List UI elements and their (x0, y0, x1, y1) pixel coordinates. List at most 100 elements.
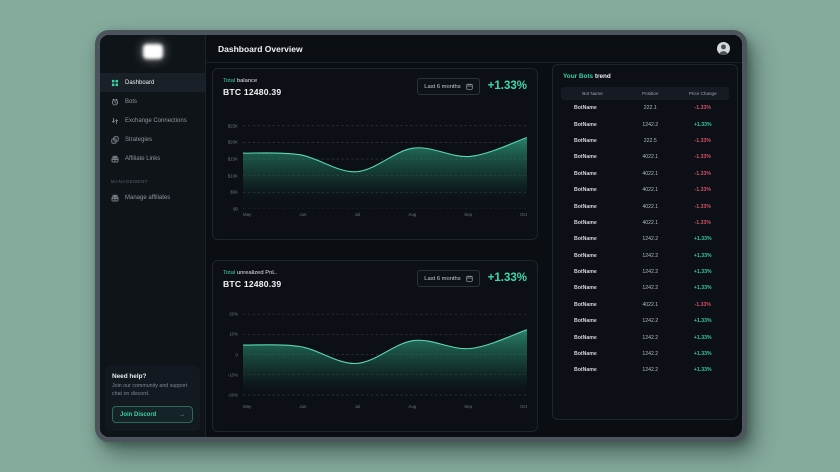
bot-name-cell: BotName (574, 236, 597, 243)
bot-name-cell: BotName (574, 252, 597, 259)
help-title: Need help? (112, 373, 147, 381)
price-change-cell: -1.33% (694, 187, 711, 194)
position-cell: 1242.2 (642, 318, 659, 325)
sidebar-nav: Dashboard Bots Exchange Connections Stra… (100, 73, 205, 168)
table-row[interactable]: BotName 4022.1 -1.33% (561, 182, 729, 198)
position-cell: 222.5 (643, 137, 657, 144)
price-change-cell: -1.33% (694, 105, 711, 112)
bot-name-cell: BotName (574, 285, 597, 292)
change-badge: +1.33% (487, 272, 527, 284)
join-discord-label: Join Discord (120, 411, 157, 418)
position-cell: 1242.2 (642, 269, 659, 276)
sidebar-item-dashboard[interactable]: Dashboard (100, 73, 205, 92)
price-change-cell: +1.33% (693, 121, 712, 128)
app-logo (142, 44, 163, 59)
x-axis-labels: May Jun Jul Aug Sep Oct (243, 404, 527, 409)
column-price-change: Price Change (688, 91, 717, 96)
price-change-cell: +1.33% (693, 236, 712, 243)
sidebar: Dashboard Bots Exchange Connections Stra… (100, 35, 206, 437)
sidebar-item-affiliate-links[interactable]: Affiliate Links (100, 149, 205, 168)
table-row[interactable]: BotName 222.5 -1.33% (561, 133, 729, 149)
sidebar-item-strategies[interactable]: Strategies (100, 130, 205, 149)
bots-trend-panel: Your Bots trend Bot Name Position Price … (552, 64, 738, 420)
bot-name-cell: BotName (574, 203, 597, 210)
sidebar-item-label: Dashboard (125, 79, 155, 86)
position-cell: 1242.2 (642, 351, 659, 358)
table-row[interactable]: BotName 1242.2 +1.33% (561, 264, 729, 280)
dashboard-icon (111, 79, 119, 87)
sidebar-management-nav: Manage affiliates (100, 188, 205, 207)
table-row[interactable]: BotName 1242.2 +1.33% (561, 313, 729, 329)
table-row[interactable]: BotName 222.1 -1.33% (561, 100, 729, 116)
card-label: Total balance (223, 78, 258, 84)
change-badge: +1.33% (487, 80, 527, 92)
table-row[interactable]: BotName 1242.2 +1.33% (561, 116, 729, 132)
position-cell: 1242.2 (642, 252, 659, 259)
price-change-cell: -1.33% (694, 219, 711, 226)
price-change-cell: +1.33% (693, 351, 712, 358)
table-row[interactable]: BotName 1242.2 +1.33% (561, 231, 729, 247)
total-balance-card: Total balance BTC 12480.39 Last 6 months (212, 68, 538, 240)
sidebar-item-bots[interactable]: Bots (100, 92, 205, 111)
join-discord-button[interactable]: Join Discord → (112, 406, 193, 423)
table-row[interactable]: BotName 4022.1 -1.33% (561, 166, 729, 182)
range-select[interactable]: Last 6 months (417, 78, 480, 95)
sidebar-item-manage-affiliates[interactable]: Manage affiliates (100, 188, 205, 207)
exchange-icon (111, 117, 119, 125)
bot-name-cell: BotName (574, 219, 597, 226)
sidebar-item-label: Exchange Connections (125, 117, 187, 124)
position-cell: 1242.2 (642, 367, 659, 374)
y-axis-labels: 20% 10% 0 -10% -20% (227, 311, 238, 398)
position-cell: 4022.1 (642, 154, 659, 161)
table-row[interactable]: BotName 1242.2 +1.33% (561, 280, 729, 296)
position-cell: 4022.1 (642, 187, 659, 194)
table-row[interactable]: BotName 1242.2 +1.33% (561, 329, 729, 345)
position-cell: 1242.2 (642, 121, 659, 128)
bot-name-cell: BotName (574, 137, 597, 144)
arrow-right-icon: → (179, 411, 185, 418)
table-row[interactable]: BotName 4022.1 -1.33% (561, 215, 729, 231)
table-row[interactable]: BotName 1242.2 +1.33% (561, 346, 729, 362)
price-change-cell: +1.33% (693, 318, 712, 325)
bot-name-cell: BotName (574, 154, 597, 161)
y-axis-labels: $25K $20K $15K $10K $5K $0 (227, 123, 238, 212)
sidebar-item-label: Affiliate Links (125, 155, 161, 162)
bot-name-cell: BotName (574, 121, 597, 128)
user-avatar[interactable] (717, 42, 730, 55)
position-cell: 4022.1 (642, 203, 659, 210)
table-row[interactable]: BotName 4022.1 -1.33% (561, 297, 729, 313)
gift-icon (111, 155, 119, 163)
table-row[interactable]: BotName 1242.2 +1.33% (561, 248, 729, 264)
app-window: Dashboard Bots Exchange Connections Stra… (95, 30, 747, 442)
user-icon (719, 44, 728, 55)
top-bar: Dashboard Overview (206, 35, 742, 63)
sidebar-item-exchange-connections[interactable]: Exchange Connections (100, 111, 205, 130)
bot-name-cell: BotName (574, 367, 597, 374)
sidebar-item-label: Strategies (125, 136, 153, 143)
unrealized-pnl-card: Total unrealized PnL. BTC 12480.39 Last … (212, 260, 538, 432)
area-plot (243, 105, 527, 209)
price-change-cell: -1.33% (694, 170, 711, 177)
table-row[interactable]: BotName 1242.2 +1.33% (561, 362, 729, 378)
bot-name-cell: BotName (574, 318, 597, 325)
position-cell: 1242.2 (642, 334, 659, 341)
range-select[interactable]: Last 6 months (417, 270, 480, 287)
position-cell: 4022.1 (642, 170, 659, 177)
pnl-chart: 20% 10% 0 -10% -20% May Jun Jul Aug Sep Oc (223, 297, 527, 409)
calendar-icon (466, 275, 473, 282)
help-body: Join our community and support chat on d… (112, 383, 188, 398)
position-cell: 1242.2 (642, 285, 659, 292)
sidebar-item-label: Bots (125, 98, 138, 105)
table-row[interactable]: BotName 4022.1 -1.33% (561, 149, 729, 165)
table-row[interactable]: BotName 4022.1 -1.33% (561, 198, 729, 214)
bot-name-cell: BotName (574, 105, 597, 112)
strategies-icon (111, 136, 119, 144)
balance-chart: $25K $20K $15K $10K $5K $0 May Jun Jul Au (223, 105, 527, 217)
bot-name-cell: BotName (574, 187, 597, 194)
table-body: BotName 222.1 -1.33% BotName 1242.2 +1.33… (561, 100, 729, 379)
position-cell: 4022.1 (642, 301, 659, 308)
area-plot (243, 297, 527, 401)
gift-icon (111, 194, 119, 202)
panel-title: Your Bots trend (563, 73, 611, 80)
